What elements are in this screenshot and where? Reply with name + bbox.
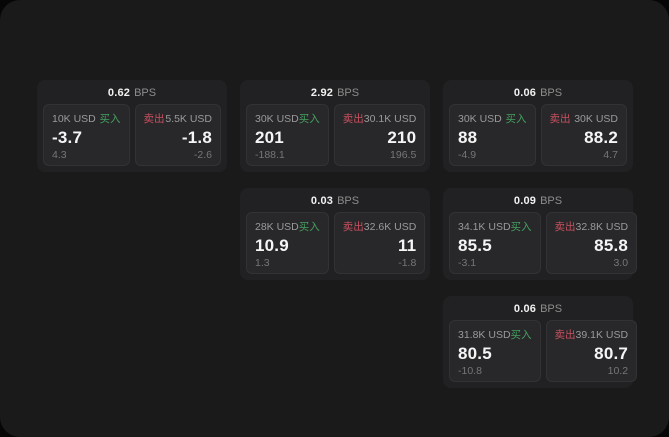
sell-price: 85.8 xyxy=(594,236,629,256)
sell-price: -1.8 xyxy=(181,128,212,148)
buy-price: 85.5 xyxy=(458,236,492,256)
buy-label: 买入 xyxy=(298,113,320,125)
buy-label: 买入 xyxy=(510,329,532,341)
buy-pane[interactable]: 10K USD 买入 -3.7 4.3 xyxy=(43,104,130,166)
sell-price: 80.7 xyxy=(594,344,629,364)
spread-unit: BPS xyxy=(337,194,360,207)
buy-delta: -10.8 xyxy=(458,364,482,377)
sell-amount: 32.8K USD xyxy=(575,220,629,233)
spread-value: 2.92 xyxy=(310,86,334,99)
sell-pane[interactable]: 卖出 5.5K USD -1.8 -2.6 xyxy=(134,104,221,166)
quote-card: 0.09 BPS 34.1K USD 买入 85.5 -3.1 卖出 32.8K… xyxy=(443,188,638,280)
spread-header: 0.03 BPS xyxy=(246,192,424,209)
sell-amount: 39.1K USD xyxy=(575,328,629,341)
spread-value: 0.09 xyxy=(513,194,537,207)
buy-amount: 31.8K USD xyxy=(458,328,511,341)
sell-label: 卖出 xyxy=(549,113,571,125)
buy-delta: -188.1 xyxy=(255,148,285,161)
sell-delta: 10.2 xyxy=(607,364,629,377)
quote-card: 0.62 BPS 10K USD 买入 -3.7 4.3 卖出 5.5K USD xyxy=(37,80,227,172)
sell-label: 卖出 xyxy=(342,113,364,125)
buy-label: 买入 xyxy=(505,113,527,125)
buy-amount: 10K USD xyxy=(52,112,96,125)
spread-header: 0.62 BPS xyxy=(43,84,221,101)
buy-delta: 1.3 xyxy=(255,256,270,269)
buy-pane[interactable]: 30K USD 买入 201 -188.1 xyxy=(246,104,329,166)
buy-amount: 34.1K USD xyxy=(458,220,511,233)
buy-pane[interactable]: 34.1K USD 买入 85.5 -3.1 xyxy=(449,212,541,274)
sell-delta: -1.8 xyxy=(398,256,417,269)
buy-amount: 30K USD xyxy=(458,112,502,125)
sell-delta: 3.0 xyxy=(613,256,629,269)
spread-unit: BPS xyxy=(337,86,360,99)
sell-pane[interactable]: 卖出 30.1K USD 210 196.5 xyxy=(333,104,426,166)
sell-amount: 30.1K USD xyxy=(363,112,417,125)
sell-delta: 4.7 xyxy=(603,148,618,161)
buy-label: 买入 xyxy=(298,221,320,233)
buy-price: 10.9 xyxy=(255,236,289,256)
spread-unit: BPS xyxy=(540,86,563,99)
quote-card: 0.06 BPS 30K USD 买入 88 -4.9 卖出 30K USD xyxy=(443,80,633,172)
buy-price: 201 xyxy=(255,128,284,148)
spread-unit: BPS xyxy=(540,302,563,315)
spread-header: 2.92 BPS xyxy=(246,84,424,101)
sell-amount: 32.6K USD xyxy=(363,220,417,233)
sell-pane[interactable]: 卖出 30K USD 88.2 4.7 xyxy=(540,104,627,166)
sell-label: 卖出 xyxy=(342,221,364,233)
quote-card: 2.92 BPS 30K USD 买入 201 -188.1 卖出 30.1K … xyxy=(240,80,430,172)
sell-delta: -2.6 xyxy=(193,148,212,161)
buy-delta: -4.9 xyxy=(458,148,477,161)
spread-header: 0.06 BPS xyxy=(449,84,627,101)
buy-delta: 4.3 xyxy=(52,148,67,161)
spread-value: 0.06 xyxy=(513,302,537,315)
sell-delta: 196.5 xyxy=(390,148,417,161)
spread-unit: BPS xyxy=(134,86,157,99)
buy-amount: 28K USD xyxy=(255,220,299,233)
buy-delta: -3.1 xyxy=(458,256,477,269)
sell-price: 11 xyxy=(397,236,417,256)
buy-price: 80.5 xyxy=(458,344,492,364)
sell-amount: 5.5K USD xyxy=(165,112,212,125)
spread-header: 0.06 BPS xyxy=(449,300,627,317)
sell-label: 卖出 xyxy=(554,221,576,233)
sell-pane[interactable]: 卖出 32.6K USD 11 -1.8 xyxy=(333,212,426,274)
buy-label: 买入 xyxy=(510,221,532,233)
spread-header: 0.09 BPS xyxy=(449,192,627,209)
sell-label: 卖出 xyxy=(143,113,165,125)
sell-price: 210 xyxy=(387,128,417,148)
spread-value: 0.06 xyxy=(513,86,537,99)
sell-amount: 30K USD xyxy=(574,112,618,125)
sell-price: 88.2 xyxy=(584,128,618,148)
spread-value: 0.62 xyxy=(107,86,131,99)
quote-card: 0.03 BPS 28K USD 买入 10.9 1.3 卖出 32.6K US… xyxy=(240,188,430,280)
sell-pane[interactable]: 卖出 39.1K USD 80.7 10.2 xyxy=(545,320,638,382)
buy-pane[interactable]: 30K USD 买入 88 -4.9 xyxy=(449,104,536,166)
buy-amount: 30K USD xyxy=(255,112,299,125)
sell-label: 卖出 xyxy=(554,329,576,341)
spread-unit: BPS xyxy=(540,194,563,207)
buy-price: -3.7 xyxy=(52,128,83,148)
buy-pane[interactable]: 28K USD 买入 10.9 1.3 xyxy=(246,212,329,274)
quote-card: 0.06 BPS 31.8K USD 买入 80.5 -10.8 卖出 39.1… xyxy=(443,296,638,388)
buy-price: 88 xyxy=(458,128,478,148)
spread-value: 0.03 xyxy=(310,194,334,207)
buy-label: 买入 xyxy=(99,113,121,125)
sell-pane[interactable]: 卖出 32.8K USD 85.8 3.0 xyxy=(545,212,638,274)
buy-pane[interactable]: 31.8K USD 买入 80.5 -10.8 xyxy=(449,320,541,382)
